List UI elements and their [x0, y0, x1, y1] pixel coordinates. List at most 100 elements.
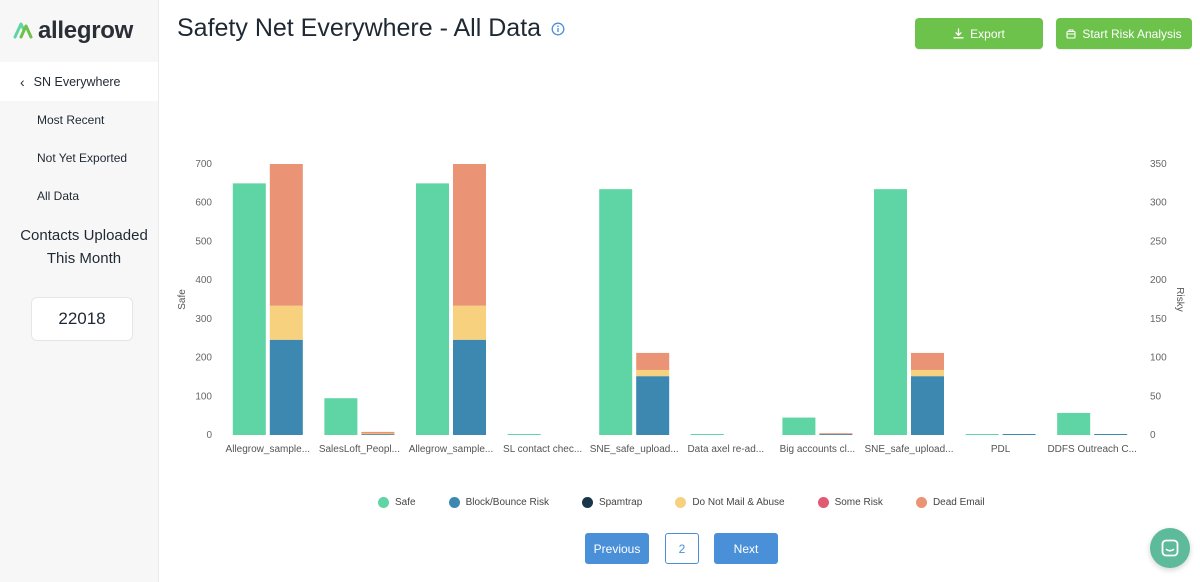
bar-safe [507, 434, 541, 435]
previous-page-button[interactable]: Previous [585, 533, 649, 564]
bar-do-not-mail [911, 369, 944, 377]
back-to-sn-everywhere-link[interactable]: ‹ SN Everywhere [0, 62, 158, 101]
y2-tick-label: 200 [1150, 275, 1167, 286]
chart-bars [232, 164, 1128, 435]
legend-item-dead-email[interactable]: Dead Email [915, 497, 985, 508]
legend-item-block-bounce[interactable]: Block/Bounce Risk [448, 497, 549, 508]
bar-dead-email [361, 431, 395, 434]
sidebar: allegrow ‹ SN Everywhere Most Recent Not… [0, 0, 159, 582]
y-axis-title: Safe [177, 289, 188, 310]
bar-block-bounce [1002, 434, 1036, 435]
chart-legend: Safe Block/Bounce Risk Spamtrap Do Not Mail… [378, 497, 1018, 508]
y2-tick-label: 250 [1150, 236, 1167, 247]
x-tick-label: Big accounts cl... [780, 444, 856, 455]
bar-block-bounce [911, 376, 944, 435]
bar-do-not-mail [636, 369, 670, 377]
legend-item-some-risk[interactable]: Some Risk [817, 497, 883, 508]
legend-swatch [378, 497, 389, 508]
x-tick-label: Allegrow_sample... [226, 444, 310, 455]
download-icon [953, 28, 964, 39]
y-tick-label: 200 [195, 353, 212, 364]
legend-swatch [817, 497, 829, 508]
bar-block-bounce [453, 339, 486, 435]
y-tick-label: 400 [195, 275, 212, 286]
bar-chart: 0 100 200 300 400 500 600 700 0 50 100 150 200 250 300… [177, 159, 1185, 455]
x-tick-label: SalesLoft_Peopl... [319, 444, 400, 455]
info-icon[interactable] [551, 22, 565, 36]
back-link-label: SN Everywhere [33, 74, 121, 89]
bar-dead-email [911, 352, 944, 370]
bar-safe [874, 189, 907, 435]
bar-safe [1057, 412, 1091, 435]
x-tick-label: SNE_safe_upload... [590, 444, 679, 455]
y-tick-label: 100 [195, 391, 212, 402]
legend-label: Safe [395, 497, 416, 508]
bar-dead-email [819, 433, 853, 435]
analysis-icon [1066, 28, 1076, 39]
legend-item-spamtrap[interactable]: Spamtrap [581, 497, 643, 508]
chat-launcher-button[interactable] [1150, 528, 1190, 568]
logo-text: allegrow [38, 17, 133, 44]
y2-axis-title: Risky [1174, 287, 1185, 311]
bar-safe [416, 183, 449, 435]
legend-swatch [581, 497, 593, 508]
sidebar-item-not-yet-exported[interactable]: Not Yet Exported [37, 151, 128, 165]
bar-block-bounce [361, 434, 395, 435]
bar-safe [599, 189, 633, 435]
x-tick-label: DDFS Outreach C... [1047, 444, 1136, 455]
x-tick-label: PDL [991, 444, 1011, 455]
bar-block-bounce [269, 339, 303, 435]
chart-labels: 0 100 200 300 400 500 600 700 0 50 100 150 200 250 300… [177, 159, 1185, 455]
y2-tick-label: 100 [1150, 353, 1167, 364]
legend-swatch [915, 497, 927, 508]
y-tick-label: 300 [195, 314, 212, 325]
legend-label: Dead Email [932, 497, 985, 508]
y-tick-label: 0 [206, 430, 212, 441]
bar-safe [690, 434, 724, 435]
bar-block-bounce [636, 376, 670, 435]
bar-safe [965, 434, 999, 435]
page-number-button[interactable]: 2 [665, 533, 699, 564]
allegrow-logo-icon [13, 22, 33, 39]
allegrow-logo[interactable]: allegrow [12, 18, 133, 44]
next-page-button[interactable]: Next [714, 533, 778, 564]
page-title: Safety Net Everywhere - All Data [177, 14, 542, 42]
bar-dead-email [269, 164, 303, 306]
bar-block-bounce [819, 434, 853, 435]
bar-dead-email [636, 352, 670, 370]
page-title-row: Safety Net Everywhere - All Data [177, 14, 565, 43]
y2-tick-label: 350 [1150, 159, 1167, 170]
bar-do-not-mail [453, 305, 486, 340]
sidebar-item-all-data[interactable]: All Data [37, 189, 80, 203]
bar-safe [782, 417, 816, 435]
bar-do-not-mail [269, 305, 303, 340]
y-tick-label: 700 [195, 159, 212, 170]
y-tick-label: 600 [195, 198, 212, 209]
sidebar-item-most-recent[interactable]: Most Recent [37, 113, 105, 127]
x-tick-label: Data axel re-ad... [687, 444, 764, 455]
legend-label: Block/Bounce Risk [465, 497, 549, 508]
y2-tick-label: 150 [1150, 314, 1167, 325]
bar-do-not-mail [361, 433, 395, 435]
legend-item-safe[interactable]: Safe [378, 497, 416, 508]
legend-label: Some Risk [834, 497, 883, 508]
y2-tick-label: 50 [1150, 391, 1162, 402]
legend-label: Spamtrap [598, 497, 643, 508]
x-tick-label: SNE_safe_upload... [865, 444, 954, 455]
legend-swatch [448, 497, 460, 508]
legend-label: Do Not Mail & Abuse [692, 497, 785, 508]
bar-safe [232, 183, 266, 435]
y2-tick-label: 300 [1150, 198, 1167, 209]
x-tick-label: SL contact chec... [503, 444, 582, 455]
y-tick-label: 500 [195, 236, 212, 247]
bar-dead-email [453, 164, 486, 306]
start-risk-analysis-label: Start Risk Analysis [1082, 26, 1182, 41]
legend-item-do-not-mail[interactable]: Do Not Mail & Abuse [675, 497, 785, 508]
x-tick-label: Allegrow_sample... [409, 444, 493, 455]
bar-block-bounce [1094, 434, 1128, 435]
start-risk-analysis-button[interactable]: Start Risk Analysis [1056, 18, 1192, 49]
y2-tick-label: 0 [1150, 430, 1156, 441]
export-button[interactable]: Export [915, 18, 1043, 49]
chevron-left-icon: ‹ [20, 73, 25, 90]
export-button-label: Export [970, 26, 1005, 41]
